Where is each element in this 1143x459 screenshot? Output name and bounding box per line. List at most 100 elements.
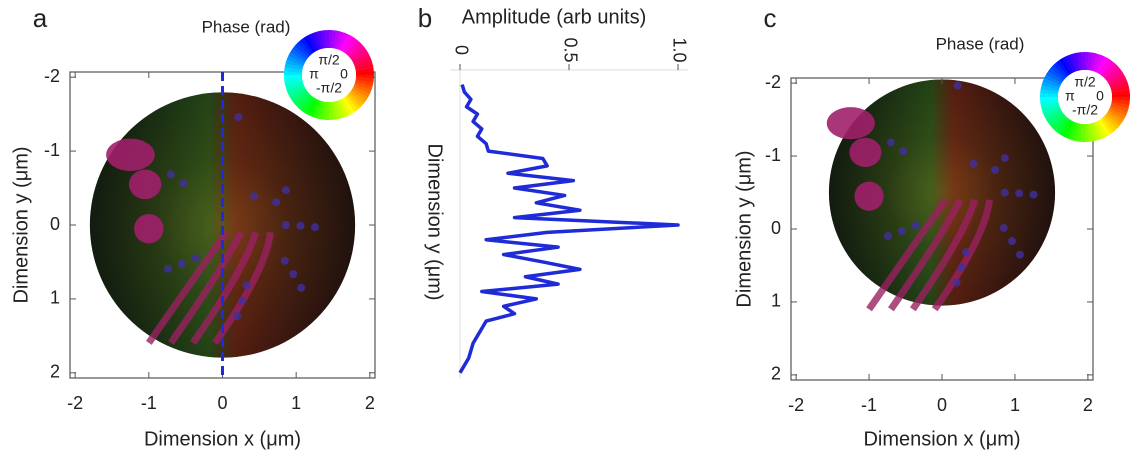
colorwheel-segment	[1089, 52, 1097, 71]
colorwheel-segment	[351, 49, 368, 62]
colorwheel-segment	[354, 59, 373, 69]
phase-dot	[991, 165, 1000, 174]
colorwheel-segment	[355, 63, 374, 71]
colorwheel-segment	[1046, 110, 1063, 123]
colorwheel-segment	[285, 59, 304, 69]
colorwheel-segment	[344, 95, 359, 112]
colorwheel-segment	[284, 77, 303, 84]
colorwheel-label: π	[1065, 88, 1075, 104]
phase-dot	[272, 198, 281, 207]
colorwheel-label: π/2	[318, 52, 340, 68]
colorwheel-segment	[325, 101, 330, 120]
colorwheel-segment	[1045, 71, 1063, 84]
colorwheel-segment	[352, 86, 370, 98]
phase-dot	[884, 231, 893, 240]
y-tick-label: -2	[765, 72, 781, 92]
colorwheel-segment	[1055, 60, 1070, 77]
phase-streak	[931, 199, 993, 312]
x-tick-label: -1	[861, 395, 877, 415]
y-axis-label: Dimension y (μm)	[733, 150, 755, 307]
colorwheel-segment	[1065, 54, 1076, 73]
y-axis-label: Dimension y (μm)	[424, 143, 446, 300]
colorwheel-segment	[1089, 123, 1097, 142]
colorwheel-segment	[1041, 103, 1060, 113]
colorwheel-segment	[324, 30, 329, 49]
panel-letter: a	[33, 3, 48, 33]
colorwheel-segment	[338, 99, 349, 118]
phase-image-tint	[89, 92, 356, 358]
colorwheel-segment	[1111, 96, 1130, 101]
colorwheel-segment	[1100, 117, 1115, 134]
phase-dot	[911, 221, 920, 230]
colorwheel-segment	[1042, 77, 1061, 88]
colorwheel-segment	[328, 30, 333, 49]
colorwheel-segment	[306, 98, 318, 116]
colorwheel-segment	[1062, 120, 1074, 138]
colorwheel-segment	[335, 31, 345, 50]
colorwheel-segment	[1040, 97, 1059, 102]
colorwheel-label: π/2	[1074, 74, 1096, 90]
colorwheel-segment	[1073, 123, 1081, 142]
phase-streak	[212, 231, 274, 345]
y-tick-label: 0	[50, 214, 60, 234]
colorwheel-segment	[353, 55, 372, 66]
colorwheel-segment	[294, 92, 310, 107]
colorwheel-label: π	[309, 66, 319, 82]
phase-streak	[145, 230, 230, 345]
colorwheel-segment	[300, 95, 314, 112]
phase-dot	[234, 112, 243, 121]
colorwheel-segment	[317, 30, 325, 49]
phase-streak	[168, 230, 245, 345]
colorwheel-segment	[1087, 52, 1093, 71]
colorwheel-segment	[1077, 123, 1083, 142]
x-tick-label: 0	[217, 393, 227, 413]
colorwheel-segment	[284, 67, 303, 73]
phase-dot	[281, 186, 290, 195]
colorwheel-segment	[1044, 74, 1062, 86]
phase-dot	[233, 312, 242, 321]
colorwheel-segment	[351, 88, 369, 101]
colorwheel-segment	[292, 90, 309, 105]
colorwheel-segment	[1109, 77, 1128, 88]
colorwheel-segment	[1094, 121, 1105, 140]
colorwheel-segment	[297, 94, 312, 110]
colorwheel-segment	[344, 38, 358, 55]
colorwheel-segment	[1110, 103, 1129, 113]
phase-blob	[134, 213, 164, 244]
colorwheel-segment	[1050, 65, 1066, 80]
colorwheel-segment	[1040, 93, 1059, 98]
phase-dot	[289, 270, 298, 279]
colorwheel-segment	[355, 79, 374, 87]
colorwheel-segment	[1062, 56, 1074, 74]
colorwheel-segment	[1111, 92, 1130, 97]
phase-dot	[897, 227, 906, 236]
phase-blob	[826, 107, 875, 140]
colorwheel-segment	[1040, 85, 1059, 93]
phase-dot	[296, 221, 305, 230]
panel-letter: b	[418, 3, 432, 33]
colorwheel-segment	[1048, 112, 1065, 127]
colorwheel-segment	[1108, 108, 1126, 120]
x-axis-label: Dimension x (μm)	[863, 428, 1020, 450]
phase-dot	[238, 296, 247, 305]
colorwheel-segment	[303, 97, 316, 115]
colorwheel-segment	[288, 86, 306, 98]
phase-streak	[888, 198, 964, 312]
phase-dot	[166, 170, 175, 179]
colorwheel-segment	[1107, 110, 1125, 123]
colorwheel-segment	[1053, 62, 1068, 78]
phase-dot	[179, 179, 188, 188]
colorwheel-segment	[333, 30, 341, 49]
colorwheel-label: -π/2	[316, 80, 342, 96]
colorwheel-segment	[1096, 56, 1108, 74]
colorwheel-segment	[1102, 116, 1117, 132]
colorwheel-segment	[1109, 106, 1128, 117]
phase-dot	[969, 159, 978, 168]
colorwheel-segment	[320, 30, 327, 49]
colorwheel-segment	[354, 81, 373, 91]
colorwheel-segment	[1110, 81, 1129, 91]
colorwheel-segment	[1050, 114, 1066, 129]
y-tick-label: 1	[771, 291, 781, 311]
colorwheel-segment	[1073, 52, 1081, 71]
phase-dot	[250, 192, 259, 201]
